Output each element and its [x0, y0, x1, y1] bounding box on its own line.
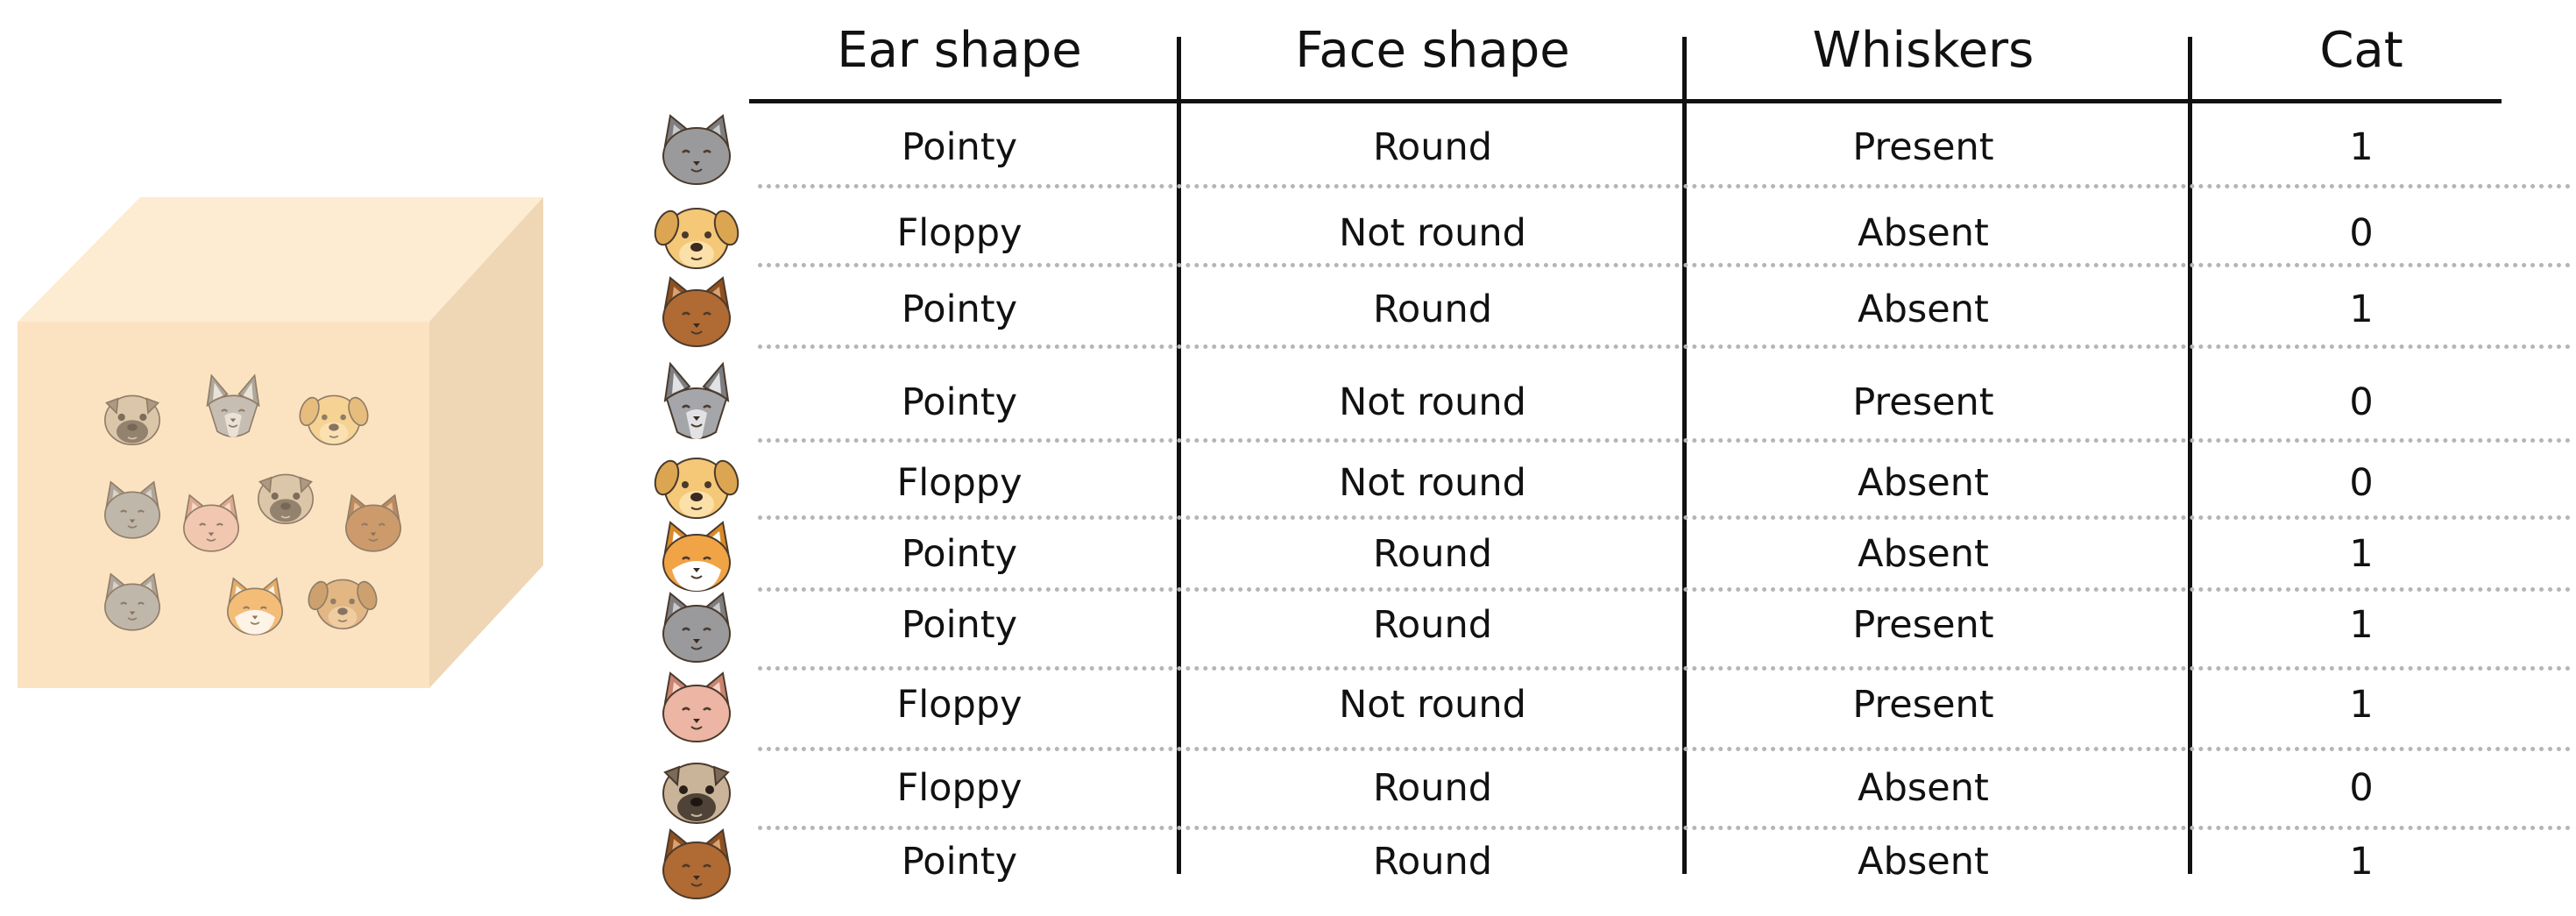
face-shape-cell: Round	[1372, 125, 1493, 169]
pug-dog-icon	[662, 763, 731, 824]
ear-shape-cell: Floppy	[896, 211, 1023, 255]
cat-cell: 1	[2349, 125, 2374, 169]
gray-wolf-dog-icon	[206, 373, 260, 437]
row-separator	[758, 515, 2572, 520]
face-shape-cell: Not round	[1339, 461, 1526, 505]
header-cat: Cat	[2319, 22, 2403, 79]
column-divider	[1177, 37, 1181, 874]
pug-dog-icon	[104, 394, 160, 445]
face-shape-cell: Round	[1372, 288, 1493, 331]
whiskers-cell: Absent	[1858, 532, 1989, 576]
cat-cell: 1	[2349, 683, 2374, 727]
header-underline	[749, 99, 2502, 103]
gray-cat-icon	[662, 592, 731, 663]
cat-cell: 1	[2349, 288, 2374, 331]
face-shape-cell: Not round	[1339, 211, 1526, 255]
cat-cell: 1	[2349, 840, 2374, 884]
feature-table: Ear shape Face shape Whiskers Cat Pointy Roun…	[653, 0, 2572, 916]
row-separator	[758, 826, 2572, 830]
face-shape-cell: Round	[1372, 603, 1493, 647]
orange-white-cat-icon	[662, 521, 731, 592]
cat-cell: 0	[2349, 766, 2374, 810]
dataset-box-icon	[18, 197, 543, 688]
golden-dog-icon	[299, 394, 369, 445]
golden-dog-icon	[654, 458, 740, 519]
whiskers-cell: Present	[1852, 683, 1994, 727]
ear-shape-cell: Pointy	[901, 603, 1018, 647]
row-separator	[758, 263, 2572, 267]
header-ear-shape: Ear shape	[837, 22, 1082, 79]
row-separator	[758, 184, 2572, 188]
whiskers-cell: Absent	[1858, 461, 1989, 505]
ear-shape-cell: Pointy	[901, 125, 1018, 169]
face-shape-cell: Round	[1372, 840, 1493, 884]
golden-dog-icon	[654, 208, 740, 269]
whiskers-cell: Absent	[1858, 211, 1989, 255]
whiskers-cell: Absent	[1858, 288, 1989, 331]
cat-cell: 0	[2349, 461, 2374, 505]
face-shape-cell: Not round	[1339, 380, 1526, 424]
brown-cat-icon	[662, 276, 731, 347]
whiskers-cell: Absent	[1858, 766, 1989, 810]
brown-cat-icon	[345, 494, 401, 552]
ear-shape-cell: Floppy	[896, 683, 1023, 727]
header-whiskers: Whiskers	[1812, 22, 2035, 79]
face-shape-cell: Round	[1372, 766, 1493, 810]
row-separator	[758, 438, 2572, 443]
row-separator	[758, 344, 2572, 349]
orange-white-cat-icon	[227, 577, 283, 636]
ear-shape-cell: Pointy	[901, 840, 1018, 884]
whiskers-cell: Present	[1852, 603, 1994, 647]
ear-shape-cell: Floppy	[896, 461, 1023, 505]
brown-cat-icon	[662, 828, 731, 899]
pink-cat-icon	[183, 494, 239, 552]
face-shape-cell: Round	[1372, 532, 1493, 576]
cat-cell: 0	[2349, 380, 2374, 424]
ear-shape-cell: Pointy	[901, 380, 1018, 424]
pug-dog-icon	[258, 473, 314, 524]
brown-dog-icon	[308, 579, 378, 629]
row-separator	[758, 587, 2572, 592]
cat-cell: 1	[2349, 532, 2374, 576]
cat-cell: 1	[2349, 603, 2374, 647]
pink-cat-icon	[662, 671, 731, 742]
cat-cell: 0	[2349, 211, 2374, 255]
ear-shape-cell: Pointy	[901, 532, 1018, 576]
whiskers-cell: Present	[1852, 125, 1994, 169]
ear-shape-cell: Pointy	[901, 288, 1018, 331]
gray-cat-icon	[662, 114, 731, 185]
row-separator	[758, 747, 2572, 751]
gray-cat-icon	[104, 572, 160, 631]
whiskers-cell: Present	[1852, 380, 1994, 424]
dataset-box	[18, 197, 561, 688]
row-separator	[758, 666, 2572, 671]
face-shape-cell: Not round	[1339, 683, 1526, 727]
gray-wolf-dog-icon	[663, 361, 730, 439]
ear-shape-cell: Floppy	[896, 766, 1023, 810]
whiskers-cell: Absent	[1858, 840, 1989, 884]
column-divider	[2188, 37, 2192, 874]
gray-cat-icon	[104, 480, 160, 539]
column-divider	[1682, 37, 1687, 874]
header-face-shape: Face shape	[1295, 22, 1570, 79]
